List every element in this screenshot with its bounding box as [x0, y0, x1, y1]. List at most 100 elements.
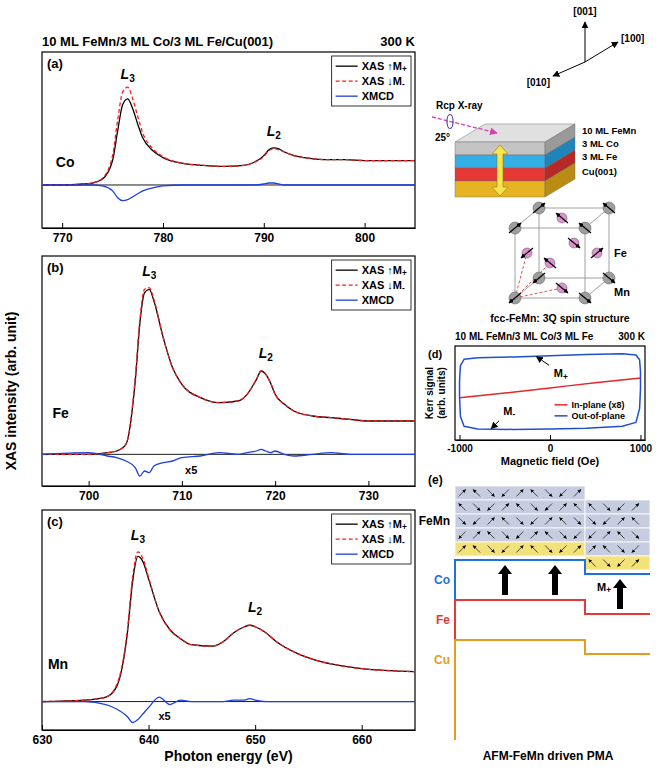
legend-swatch — [336, 299, 358, 300]
annotation: L3 — [142, 263, 157, 281]
schematic: (e)M+FeMnCoFeCuAFM-FeMn driven PMA — [419, 473, 650, 763]
series-line — [42, 556, 415, 701]
annotation: L2 — [248, 599, 263, 617]
angle-label: 25° — [435, 132, 450, 143]
afm-spin — [516, 532, 523, 539]
afm-spin — [459, 532, 466, 539]
atom-label: Mn — [614, 286, 630, 298]
spin-arrow — [521, 248, 533, 258]
text-part: - — [402, 80, 405, 89]
afm-spin — [589, 518, 596, 525]
data-area — [42, 552, 415, 723]
plot-frame — [42, 52, 415, 228]
afm-spin — [545, 532, 552, 539]
panel: -100001000M+M-(d)300 K10 ML FeMn/3 ML Co… — [424, 331, 653, 467]
afm-spin — [531, 504, 538, 511]
x-ray-beam — [432, 117, 497, 133]
legend-swatch — [336, 81, 358, 82]
tick-label: 720 — [266, 489, 286, 503]
cube-edge — [539, 278, 609, 279]
crystal-axis — [585, 42, 618, 62]
spin-arrow — [579, 223, 591, 233]
legend: In-plane (x8)Out-of-plane — [555, 400, 626, 421]
axis-line — [43, 486, 416, 487]
spin-arrow — [603, 203, 615, 213]
cube-edge — [515, 298, 585, 299]
legend-frame — [332, 260, 411, 310]
afm-spin — [574, 504, 581, 511]
afm-spin — [502, 546, 509, 553]
afm-spin — [589, 560, 596, 567]
text-part: + — [563, 373, 568, 382]
annotation: Fe — [52, 405, 69, 421]
afm-spin — [618, 504, 625, 511]
afm-spin — [545, 518, 552, 525]
afm-layer — [585, 500, 650, 514]
atom — [579, 222, 591, 234]
afm-spin — [603, 560, 610, 567]
x-tick: 640 — [139, 725, 159, 747]
tick-mark — [163, 223, 164, 228]
afm-spin — [473, 490, 480, 497]
legend-swatch — [555, 415, 568, 417]
tick-mark — [365, 223, 366, 228]
afm-spin — [473, 532, 480, 539]
plot-frame — [42, 510, 415, 730]
afm-spin — [531, 518, 538, 525]
series-line — [460, 378, 641, 398]
subtitle: 300 K — [380, 34, 415, 49]
afm-spin — [603, 532, 610, 539]
tick-mark — [149, 725, 150, 730]
text-part: L — [259, 345, 268, 361]
spin-structure: MnFefcc-FeMn: 3Q spin structure — [490, 202, 630, 324]
atom — [557, 283, 567, 293]
layer-label: FeMn — [419, 514, 450, 528]
atom — [533, 272, 545, 284]
panel: 630640650660L3L2Mnx5(c)Photon energy (eV… — [32, 510, 415, 764]
layer-label: 3 ML Co — [582, 138, 619, 149]
text-part: M — [597, 581, 606, 593]
afm-spin — [502, 518, 509, 525]
tick-label: 1000 — [630, 443, 653, 454]
atom — [592, 248, 602, 258]
layer-boundary — [455, 640, 650, 740]
legend: XAS ↑M+XAS ↓M-XMCD — [332, 514, 411, 564]
afm-spin — [502, 532, 509, 539]
tick-mark — [255, 725, 256, 730]
annotation: L3 — [121, 66, 136, 84]
spin-arrow — [556, 283, 568, 293]
layer-label: Co — [434, 573, 450, 587]
legend-label: XAS ↑M+ — [362, 60, 407, 74]
afm-spin — [473, 504, 480, 511]
text-part: L — [267, 123, 276, 139]
atom-label: Fe — [614, 247, 627, 259]
legend-swatch — [555, 404, 568, 406]
tick-mark — [89, 481, 90, 486]
atom — [603, 272, 615, 284]
afm-spin — [531, 532, 538, 539]
series-line — [42, 99, 415, 185]
afm-spin — [545, 490, 552, 497]
text-part: (arb. units) — [436, 367, 447, 419]
afm-layer — [455, 542, 585, 556]
tick-mark — [182, 481, 183, 486]
tick-label: 780 — [153, 231, 173, 245]
annotation: M- — [503, 405, 515, 419]
afm-spin — [618, 560, 625, 567]
spin-arrow — [591, 248, 603, 258]
series-line — [460, 354, 641, 430]
x-tick: 0 — [548, 435, 554, 454]
afm-spin — [459, 518, 466, 525]
afm-spin — [488, 490, 495, 497]
text-part: + — [402, 269, 407, 278]
afm-spin — [488, 518, 495, 525]
annotation: x5 — [158, 710, 170, 722]
spin-arrow — [603, 273, 615, 283]
atom — [569, 238, 579, 248]
x-tick: 630 — [32, 725, 52, 747]
legend-swatch — [336, 269, 358, 270]
text-part: - — [402, 538, 405, 547]
tick-label: 700 — [79, 489, 99, 503]
text-part: 3 — [139, 534, 145, 545]
legend-label: XAS ↑M+ — [362, 264, 407, 278]
